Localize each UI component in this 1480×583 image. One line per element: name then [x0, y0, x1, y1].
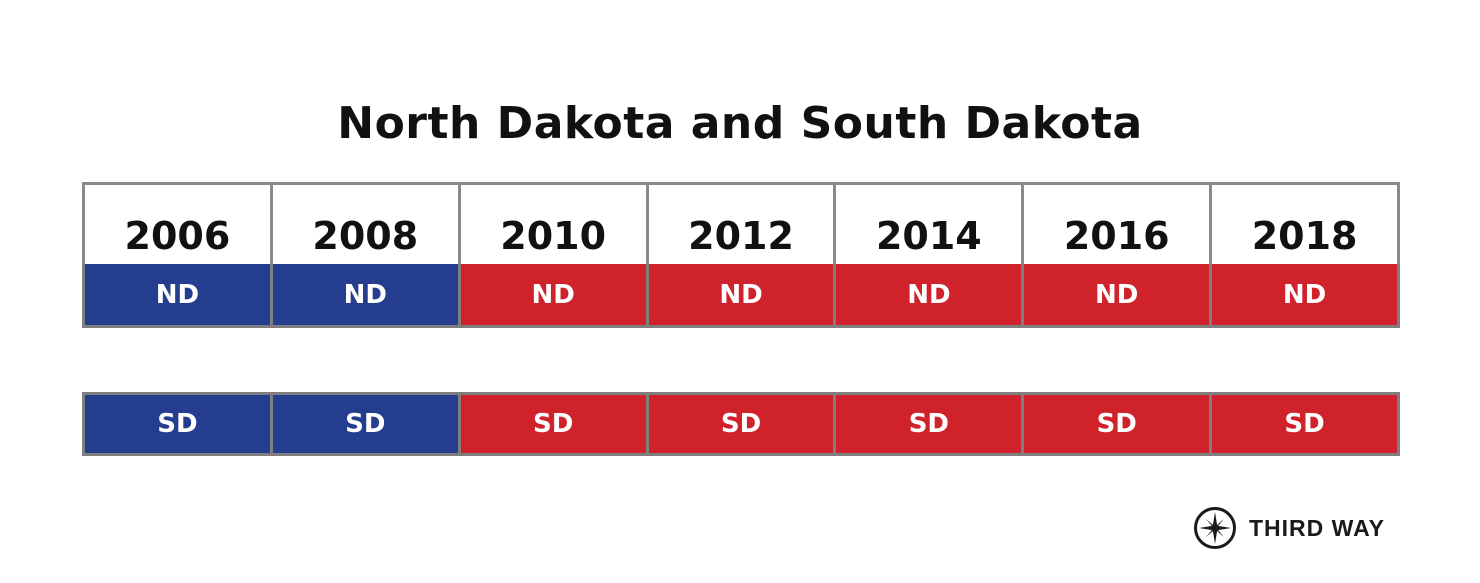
nd-cell-2018: ND	[1212, 264, 1401, 328]
nd-cell-2012: ND	[648, 264, 837, 328]
third-way-logo: THIRD WAY	[1193, 504, 1385, 552]
year-header-2006: 2006	[82, 182, 273, 264]
nd-cell-2016: ND	[1024, 264, 1213, 328]
year-header-2008: 2008	[272, 182, 461, 264]
sd-cell-2012: SD	[648, 392, 837, 456]
sd-row: SD SD SD SD SD SD SD	[82, 392, 1401, 456]
year-header-2014: 2014	[836, 182, 1025, 264]
year-header-2012: 2012	[648, 182, 837, 264]
year-header-2018: 2018	[1212, 182, 1401, 264]
nd-cell-2006: ND	[82, 264, 273, 328]
logo-text: THIRD WAY	[1249, 514, 1385, 541]
nd-cell-2010: ND	[460, 264, 649, 328]
sd-cell-2014: SD	[836, 392, 1025, 456]
sd-cell-2018: SD	[1212, 392, 1401, 456]
sd-cell-2006: SD	[82, 392, 273, 456]
sd-cell-2016: SD	[1024, 392, 1213, 456]
nd-cell-2014: ND	[836, 264, 1025, 328]
sd-cell-2010: SD	[460, 392, 649, 456]
compass-star-icon	[1194, 507, 1236, 549]
nd-row: ND ND ND ND ND ND ND	[82, 264, 1401, 328]
year-header-2016: 2016	[1024, 182, 1213, 264]
year-header-row: 2006 2008 2010 2012 2014 2016 2018	[82, 182, 1401, 264]
chart-title: North Dakota and South Dakota	[337, 98, 1143, 149]
year-header-2010: 2010	[460, 182, 649, 264]
sd-cell-2008: SD	[272, 392, 461, 456]
nd-cell-2008: ND	[272, 264, 461, 328]
state-year-table: 2006 2008 2010 2012 2014 2016 2018 ND ND ND ND ND N…	[82, 182, 1401, 456]
